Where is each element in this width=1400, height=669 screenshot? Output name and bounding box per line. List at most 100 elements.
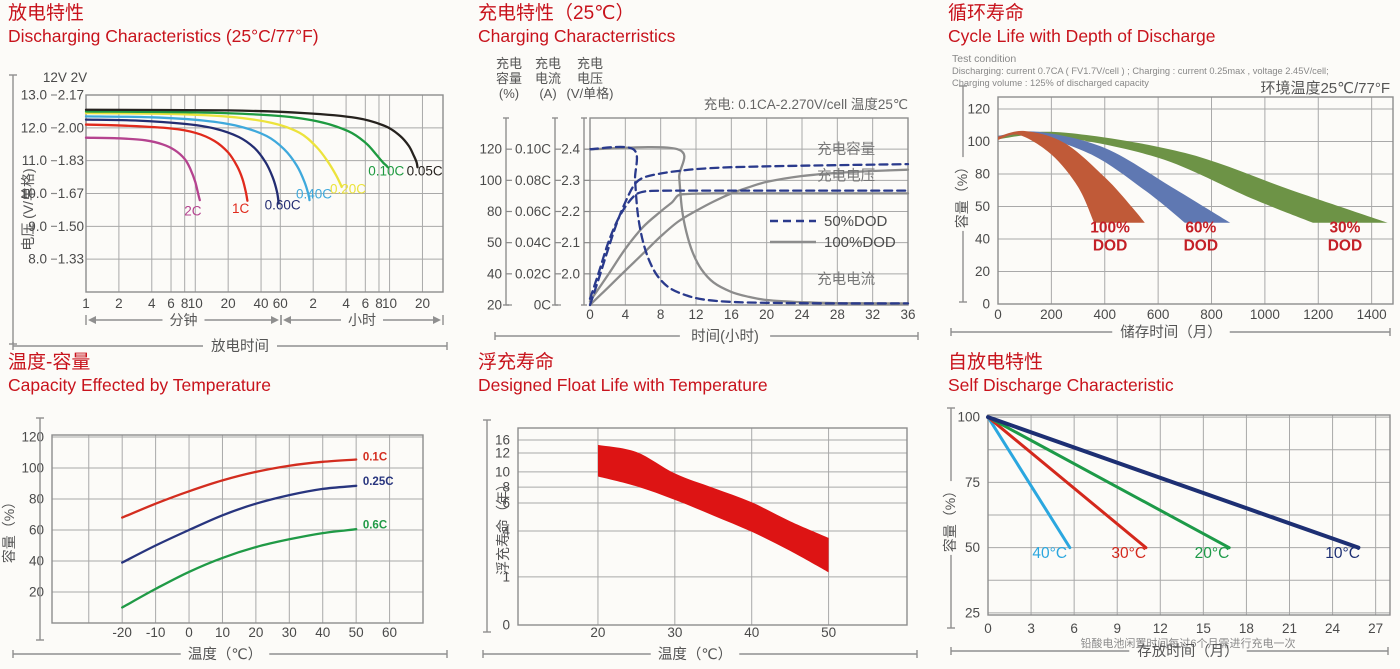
svg-text:环境温度25℃/77°F: 环境温度25℃/77°F xyxy=(1260,79,1390,97)
svg-text:电流: 电流 xyxy=(535,71,561,86)
1C-curve xyxy=(84,123,249,202)
svg-text:8.0: 8.0 xyxy=(28,252,47,267)
svg-text:0: 0 xyxy=(185,625,193,640)
svg-text:50%DOD: 50%DOD xyxy=(824,213,888,230)
svg-text:8: 8 xyxy=(657,307,665,322)
svg-text:20: 20 xyxy=(487,298,502,313)
svg-text:2.1: 2.1 xyxy=(561,235,580,250)
svg-text:(V/单格): (V/单格) xyxy=(567,86,614,101)
svg-text:80: 80 xyxy=(487,204,502,219)
svg-text:12: 12 xyxy=(495,446,510,461)
0.05C-curve xyxy=(84,108,419,169)
svg-text:2C: 2C xyxy=(184,203,202,218)
svg-text:Charging volume : 125% of disc: Charging volume : 125% of discharged cap… xyxy=(952,78,1149,88)
panel-temp-title: 温度-容量 Capacity Effected by Temperature xyxy=(8,352,271,396)
svg-text:2.4: 2.4 xyxy=(561,142,580,157)
svg-text:40: 40 xyxy=(975,232,990,247)
voltage-100dod-curve xyxy=(588,192,910,303)
svg-text:1000: 1000 xyxy=(1250,307,1280,322)
svg-text:100: 100 xyxy=(957,410,980,425)
svg-text:0.6C: 0.6C xyxy=(363,519,387,531)
20°C-curve xyxy=(986,415,1231,550)
svg-text:1200: 1200 xyxy=(1303,307,1333,322)
svg-text:充电电流: 充电电流 xyxy=(817,271,875,288)
svg-text:30°C: 30°C xyxy=(1111,545,1146,562)
float-title-en: Designed Float Life with Temperature xyxy=(478,375,768,395)
0.60C-curve xyxy=(84,118,280,205)
svg-text:8: 8 xyxy=(181,296,189,311)
svg-text:6: 6 xyxy=(1070,621,1078,636)
0.6C-curve xyxy=(121,528,358,609)
0.20C-curve xyxy=(84,111,343,189)
30% DOD-band xyxy=(998,131,1388,223)
voltage-50dod-curve xyxy=(588,189,910,300)
float-life-band xyxy=(597,444,829,573)
svg-text:温度（℃）: 温度（℃） xyxy=(658,646,732,663)
svg-text:电压: 电压 xyxy=(577,71,603,86)
svg-text:60%: 60% xyxy=(1185,220,1216,237)
svg-text:Test condition: Test condition xyxy=(952,53,1016,65)
svg-text:9.0: 9.0 xyxy=(28,219,47,234)
svg-text:浮充寿命（年）: 浮充寿命（年） xyxy=(495,477,511,575)
svg-text:1: 1 xyxy=(502,569,510,584)
svg-text:100: 100 xyxy=(21,461,44,476)
svg-text:0.08C: 0.08C xyxy=(515,173,551,188)
svg-text:100%: 100% xyxy=(1090,220,1130,237)
svg-text:400: 400 xyxy=(1093,307,1116,322)
svg-text:10.0: 10.0 xyxy=(21,186,47,201)
svg-text:4: 4 xyxy=(342,296,350,311)
svg-text:(%): (%) xyxy=(499,86,519,101)
svg-text:1C: 1C xyxy=(232,201,250,216)
charging-title-en: Charging Characterristics xyxy=(478,26,676,46)
svg-text:0: 0 xyxy=(982,297,990,312)
10°C-curve xyxy=(986,415,1361,550)
svg-text:32: 32 xyxy=(865,307,880,322)
float-title-cn: 浮充寿命 xyxy=(478,352,555,373)
30°C-curve xyxy=(986,415,1148,550)
svg-text:2.3: 2.3 xyxy=(561,173,580,188)
svg-text:DOD: DOD xyxy=(1093,237,1127,254)
svg-text:16: 16 xyxy=(724,307,739,322)
svg-text:60: 60 xyxy=(273,296,288,311)
svg-text:13.0: 13.0 xyxy=(21,88,47,103)
panel-discharge-title: 放电特性 Discharging Characteristics (25°C/7… xyxy=(8,3,319,47)
svg-text:800: 800 xyxy=(1200,307,1223,322)
capacity-100dod-curve xyxy=(588,168,910,307)
panel-float-title: 浮充寿命 Designed Float Life with Temperatur… xyxy=(478,352,768,396)
svg-text:2: 2 xyxy=(115,296,123,311)
svg-text:(A): (A) xyxy=(539,86,556,101)
svg-text:40: 40 xyxy=(315,625,330,640)
svg-text:4: 4 xyxy=(148,296,156,311)
svg-text:DOD: DOD xyxy=(1184,237,1218,254)
panel-self-title: 自放电特性 Self Discharge Characteristic xyxy=(948,352,1174,396)
svg-text:充电: 0.1CA-2.270V/cell 温度25℃: 充电: 0.1CA-2.270V/cell 温度25℃ xyxy=(704,97,908,112)
svg-text:10: 10 xyxy=(382,296,397,311)
svg-text:12: 12 xyxy=(688,307,703,322)
svg-text:36: 36 xyxy=(900,307,915,322)
temp-title-cn: 温度-容量 xyxy=(8,352,91,373)
svg-text:8: 8 xyxy=(502,480,510,495)
svg-text:40: 40 xyxy=(254,296,269,311)
0.40C-curve xyxy=(84,115,311,202)
svg-text:2.00: 2.00 xyxy=(58,120,84,135)
svg-text:-10: -10 xyxy=(146,625,166,640)
svg-text:20: 20 xyxy=(248,625,263,640)
svg-text:0.60C: 0.60C xyxy=(265,197,301,212)
svg-text:1400: 1400 xyxy=(1357,307,1387,322)
svg-text:小时: 小时 xyxy=(348,312,376,328)
discharge-title-cn: 放电特性 xyxy=(8,3,85,24)
svg-text:0.10C: 0.10C xyxy=(368,163,404,178)
svg-text:0: 0 xyxy=(984,621,992,636)
svg-text:铅酸电池闲置时间每过6个月需进行充电一次: 铅酸电池闲置时间每过6个月需进行充电一次 xyxy=(1080,636,1295,650)
svg-text:0.05C: 0.05C xyxy=(407,163,443,178)
60% DOD-band xyxy=(998,131,1231,223)
svg-text:2.17: 2.17 xyxy=(58,88,84,103)
svg-text:25: 25 xyxy=(965,605,980,620)
svg-text:50: 50 xyxy=(487,235,502,250)
svg-text:2.2: 2.2 xyxy=(561,204,580,219)
svg-text:0.40C: 0.40C xyxy=(296,186,332,201)
svg-text:充电: 充电 xyxy=(535,56,561,71)
